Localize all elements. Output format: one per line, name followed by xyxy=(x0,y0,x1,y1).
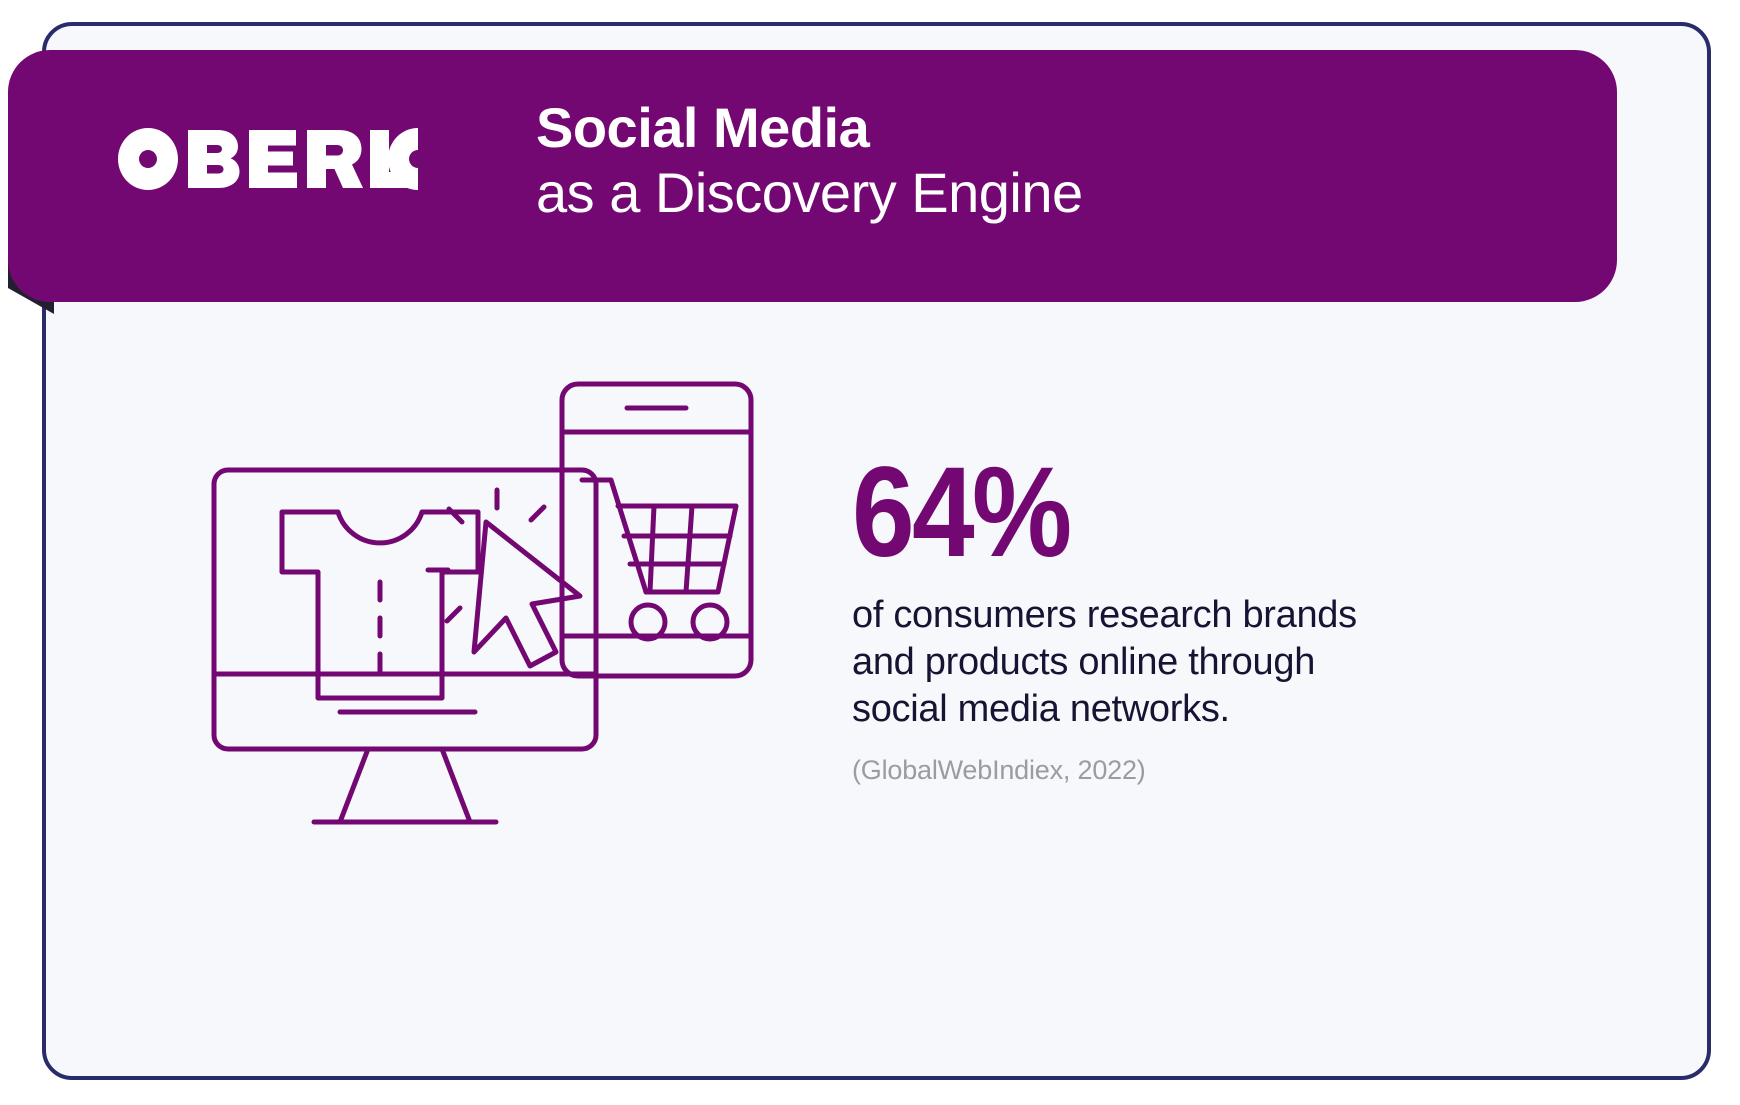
cursor-click-icon xyxy=(425,487,583,669)
tshirt-icon xyxy=(279,509,481,701)
monitor-icon xyxy=(211,467,599,825)
stat-description: of consumers research brands and product… xyxy=(852,593,1357,730)
illustration-shopping xyxy=(190,360,790,860)
oberlo-logo xyxy=(118,128,418,190)
banner-title-line-1: Social Media xyxy=(536,96,870,159)
banner-title: Social Media as a Discovery Engine xyxy=(536,96,1083,226)
banner-title-line-2: as a Discovery Engine xyxy=(536,160,1083,224)
stat-block: 64% of consumers research brands and pro… xyxy=(852,441,1412,786)
stat-value: 64% xyxy=(852,441,1072,584)
shopping-cart-icon xyxy=(579,477,739,642)
stat-source: (GlobalWebIndiex, 2022) xyxy=(852,754,1146,785)
